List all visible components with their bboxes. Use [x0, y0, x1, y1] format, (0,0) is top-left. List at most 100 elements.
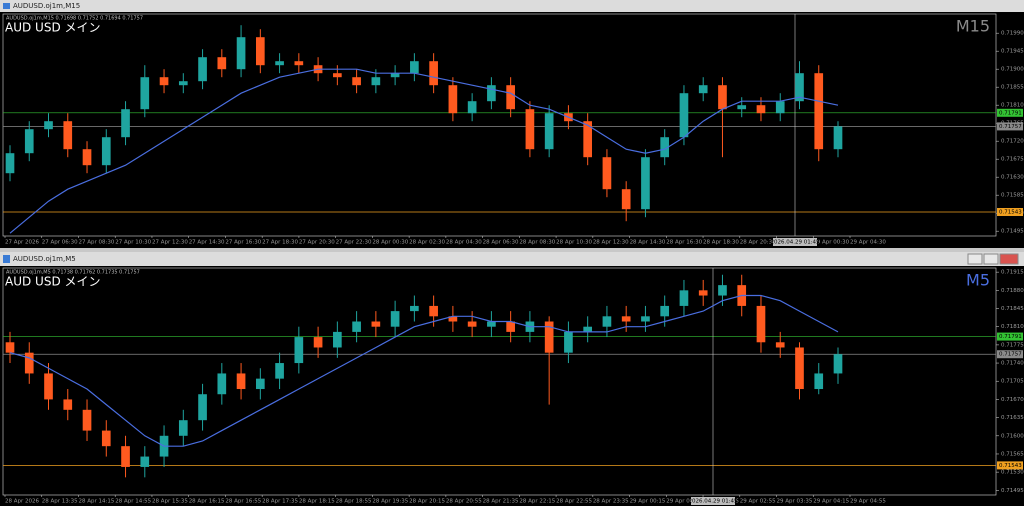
candle-body [44, 121, 53, 130]
price-level-label: 0.71791 [999, 110, 1022, 116]
candle-body [63, 121, 73, 150]
window-title: AUDUSD.oj1m,M5 [13, 255, 76, 263]
candle-body [660, 305, 670, 317]
x-tick-label: 28 Apr 20:15 [409, 499, 445, 505]
y-tick-label: 0.71705 [1001, 379, 1024, 385]
candle-body [275, 363, 284, 379]
candle-body [795, 73, 804, 102]
x-tick-label: 27 Apr 14:30 [189, 240, 225, 246]
x-tick-label: 28 Apr 02:30 [409, 240, 445, 246]
candle-body [390, 73, 400, 78]
candle-body [217, 57, 227, 70]
y-tick-label: 0.71585 [1001, 193, 1024, 199]
candle-body [371, 77, 381, 86]
candle-body [24, 352, 34, 374]
info-line: AUDUSD.oj1m,M15 0.71698 0.71752 0.71694 … [6, 16, 143, 22]
candle-body [525, 109, 535, 150]
x-tick-label: 29 Apr 00:55 [666, 499, 702, 505]
y-tick-label: 0.71915 [1001, 270, 1024, 276]
candle-body [544, 321, 554, 353]
x-tick-label: 27 Apr 22:30 [336, 240, 372, 246]
candle-body [121, 109, 130, 138]
x-tick-label: 29 Apr 04:55 [850, 499, 886, 505]
title-bar [0, 252, 1024, 266]
candle-body [352, 321, 361, 332]
candle-body [101, 430, 111, 447]
window-title: AUDUSD.oj1m,M15 [13, 2, 80, 10]
candle-body [698, 290, 708, 296]
crosshair-label: 2026.04.29 01:45 [688, 499, 738, 505]
window-icon [3, 255, 10, 263]
candle-body [352, 77, 361, 86]
candle-body [756, 305, 766, 343]
candle-body [602, 316, 612, 327]
y-tick-label: 0.71565 [1001, 451, 1024, 457]
candle-body [5, 342, 15, 353]
candle-body [718, 85, 727, 110]
x-tick-label: 28 Apr 14:55 [115, 499, 151, 505]
close-button[interactable] [999, 253, 1019, 265]
candle-body [660, 137, 670, 158]
maximize-button[interactable] [983, 253, 999, 265]
y-tick-label: 0.71740 [1001, 361, 1024, 367]
x-tick-label: 28 Apr 13:35 [42, 499, 78, 505]
x-tick-label: 27 Apr 06:30 [42, 240, 78, 246]
candle-body [621, 189, 631, 210]
candle-body [429, 305, 438, 317]
x-tick-label: 28 Apr 19:35 [372, 499, 408, 505]
y-tick-label: 0.71855 [1001, 85, 1024, 91]
y-tick-label: 0.71990 [1001, 31, 1024, 37]
plot-frame [2, 13, 997, 237]
candle-body [814, 373, 824, 390]
moving-average [9, 68, 839, 234]
candle-body [833, 354, 843, 374]
x-tick-label: 28 Apr 00:30 [372, 240, 408, 246]
candle-body [833, 126, 843, 150]
x-tick-label: 27 Apr 18:30 [262, 240, 298, 246]
x-tick-label: 28 Apr 16:55 [225, 499, 261, 505]
candle-body [814, 73, 824, 150]
candle-body [333, 73, 342, 78]
x-tick-label: 28 Apr 18:15 [299, 499, 335, 505]
y-tick-label: 0.71675 [1001, 157, 1024, 163]
crosshair-tag [691, 497, 735, 505]
x-tick-label: 28 Apr 23:35 [593, 499, 629, 505]
candle-body [737, 105, 747, 110]
y-tick-label: 0.71880 [1001, 288, 1024, 294]
x-tick-label: 29 Apr 00:15 [630, 499, 666, 505]
candle-body [641, 316, 650, 322]
candle-body [140, 77, 150, 110]
x-tick-label: 27 Apr 10:30 [115, 240, 151, 246]
price-level-label: 0.71757 [999, 124, 1022, 130]
y-tick-label: 0.71810 [1001, 324, 1024, 330]
x-tick-label: 27 Apr 2026 [5, 240, 40, 246]
candle-body [294, 61, 304, 66]
price-level-tag [997, 332, 1023, 341]
x-tick-label: 28 Apr 20:30 [740, 240, 776, 246]
x-tick-label: 29 Apr 03:35 [777, 499, 813, 505]
x-tick-label: 28 Apr 10:30 [556, 240, 592, 246]
x-tick-label: 28 Apr 22:55 [556, 499, 592, 505]
candle-body [602, 157, 612, 190]
candle-body [198, 394, 207, 421]
candle-body [159, 77, 169, 86]
crosshair-label: 2026.04.29 01:45 [770, 240, 820, 246]
candle-body [487, 321, 496, 327]
candle-body [121, 446, 130, 467]
minimize-button[interactable] [967, 253, 983, 265]
candle-body [583, 326, 593, 332]
y-tick-label: 0.71670 [1001, 397, 1024, 403]
candle-body [410, 305, 419, 312]
candle-body [178, 420, 188, 436]
timeframe-label: M5 [966, 271, 990, 290]
y-tick-label: 0.71635 [1001, 415, 1024, 421]
x-tick-label: 28 Apr 06:30 [483, 240, 519, 246]
chart-area [0, 266, 1024, 506]
x-tick-label: 27 Apr 12:30 [152, 240, 188, 246]
x-tick-label: 29 Apr 04:15 [813, 499, 849, 505]
candle-body [506, 321, 515, 332]
candle-body [5, 153, 15, 174]
candle-body [775, 342, 785, 348]
candle-body [621, 316, 631, 322]
